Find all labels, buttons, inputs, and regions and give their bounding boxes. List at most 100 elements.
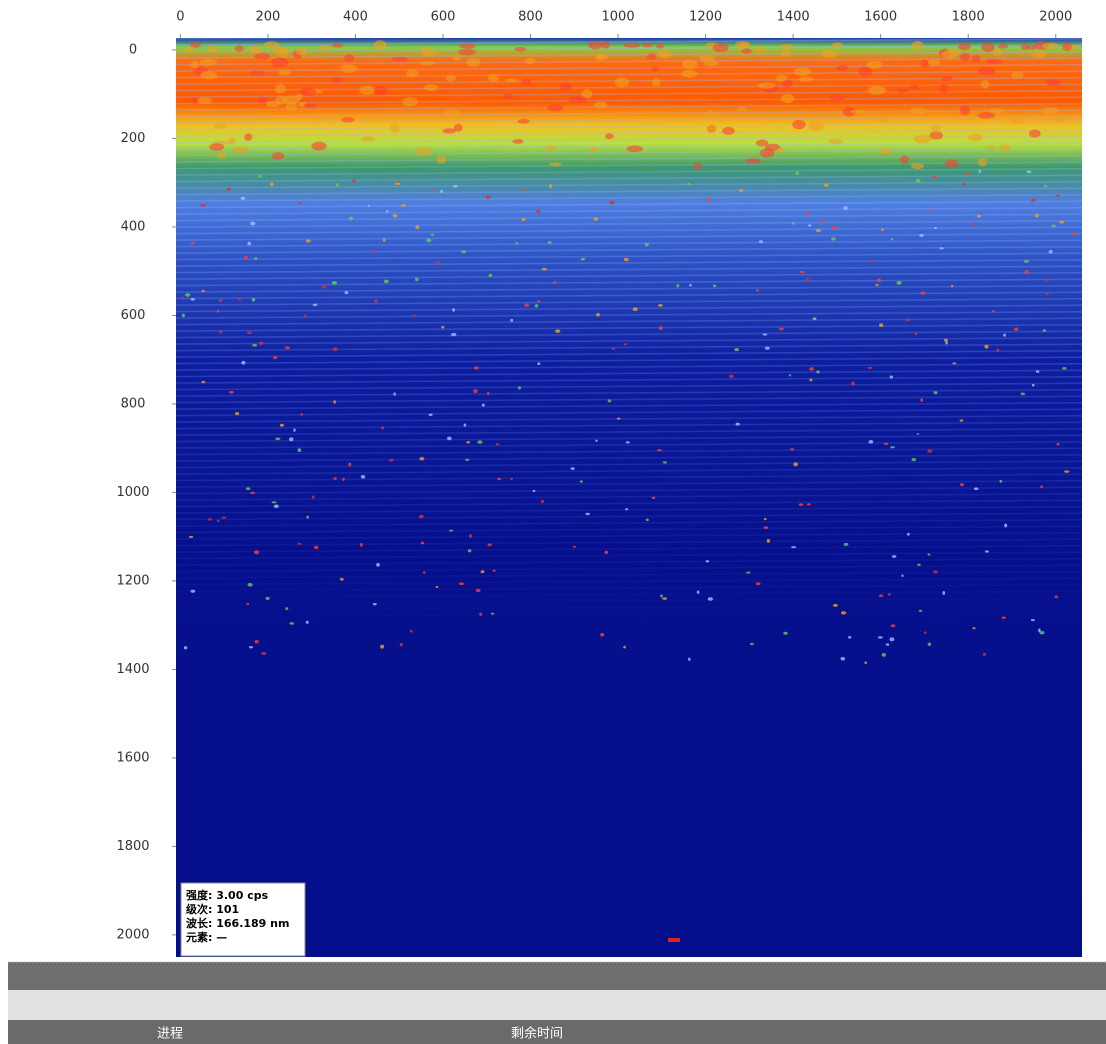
spot bbox=[235, 411, 240, 416]
spot bbox=[297, 542, 302, 545]
spot bbox=[728, 374, 734, 378]
spot bbox=[1004, 523, 1008, 528]
spot bbox=[680, 69, 698, 78]
spot bbox=[208, 518, 212, 521]
spot bbox=[764, 346, 770, 350]
spot bbox=[736, 106, 747, 112]
spot bbox=[1072, 232, 1077, 236]
spot bbox=[977, 112, 996, 119]
spot bbox=[1031, 383, 1035, 387]
spot bbox=[199, 58, 217, 67]
spot bbox=[759, 148, 775, 158]
spot bbox=[393, 392, 396, 396]
spot bbox=[485, 195, 491, 199]
spot bbox=[931, 175, 938, 179]
spot bbox=[753, 45, 767, 53]
spot bbox=[971, 54, 981, 64]
spot bbox=[746, 571, 751, 574]
spot bbox=[934, 227, 938, 230]
tooltip-line: 元素: — bbox=[186, 930, 227, 944]
spot bbox=[221, 516, 227, 519]
spot bbox=[941, 51, 959, 59]
spot bbox=[420, 541, 425, 545]
spot bbox=[284, 346, 290, 350]
x-tick-label: 1000 bbox=[602, 10, 635, 25]
spot bbox=[919, 233, 924, 237]
spot bbox=[1056, 194, 1060, 198]
status-column-header[interactable]: 进程 bbox=[157, 1027, 183, 1042]
spot bbox=[916, 432, 920, 435]
spot bbox=[722, 126, 735, 135]
spot bbox=[555, 329, 561, 333]
x-tick-label: 600 bbox=[431, 10, 456, 25]
spot bbox=[909, 107, 928, 115]
spot bbox=[962, 182, 966, 186]
spot bbox=[452, 54, 461, 61]
spot bbox=[383, 279, 389, 284]
spot bbox=[973, 222, 977, 226]
x-tick-label: 200 bbox=[255, 10, 280, 25]
spot bbox=[923, 631, 927, 634]
spot bbox=[985, 145, 997, 150]
spot bbox=[735, 422, 740, 426]
spot bbox=[572, 545, 577, 549]
spot bbox=[686, 182, 691, 186]
spot bbox=[348, 462, 352, 467]
spot bbox=[607, 399, 612, 403]
spot bbox=[418, 514, 424, 519]
spot bbox=[878, 147, 893, 154]
axes: 0 200 400 600 800 1000 1200 1400 1600 1800 2000 0 20… bbox=[116, 10, 1072, 943]
spot bbox=[783, 631, 788, 635]
spot bbox=[1001, 616, 1006, 620]
spot bbox=[248, 645, 254, 649]
spot bbox=[595, 53, 604, 61]
spot bbox=[944, 159, 959, 168]
spot bbox=[452, 308, 455, 312]
spot bbox=[247, 331, 252, 335]
spot bbox=[712, 284, 717, 288]
y-tick-label: 0 bbox=[129, 42, 137, 57]
spot bbox=[458, 582, 465, 586]
spot bbox=[896, 88, 909, 93]
spot bbox=[278, 69, 291, 76]
spot bbox=[463, 423, 467, 427]
spot bbox=[644, 242, 649, 247]
spot bbox=[238, 296, 242, 301]
spot bbox=[510, 318, 514, 322]
spot bbox=[285, 101, 298, 112]
spectrum-image[interactable] bbox=[176, 38, 1082, 957]
spot bbox=[414, 147, 433, 156]
spot bbox=[304, 314, 307, 318]
spot bbox=[459, 43, 476, 49]
spot bbox=[200, 71, 218, 80]
spot bbox=[429, 190, 435, 193]
spot bbox=[600, 632, 605, 637]
spot bbox=[488, 273, 493, 277]
spot bbox=[909, 84, 920, 90]
spot bbox=[819, 221, 824, 225]
spot bbox=[959, 52, 971, 62]
spot bbox=[929, 131, 944, 140]
spot bbox=[843, 206, 848, 211]
spot bbox=[1059, 220, 1065, 224]
spot bbox=[547, 241, 552, 245]
spot bbox=[920, 398, 924, 402]
spot bbox=[831, 237, 836, 241]
spot bbox=[411, 314, 417, 317]
spot bbox=[593, 101, 608, 109]
spot bbox=[1020, 392, 1026, 396]
spot bbox=[535, 209, 541, 213]
spot bbox=[676, 283, 680, 288]
spot bbox=[933, 391, 938, 395]
status-column-header[interactable]: 剩余时间 bbox=[511, 1026, 563, 1042]
y-tick-label: 800 bbox=[121, 396, 146, 411]
spot bbox=[570, 467, 575, 470]
spot bbox=[780, 44, 794, 49]
spot bbox=[758, 240, 764, 244]
spot bbox=[889, 375, 894, 379]
spot bbox=[540, 499, 545, 503]
spot bbox=[216, 519, 220, 523]
spot bbox=[452, 184, 458, 188]
spot bbox=[305, 239, 311, 243]
spot bbox=[181, 313, 185, 318]
